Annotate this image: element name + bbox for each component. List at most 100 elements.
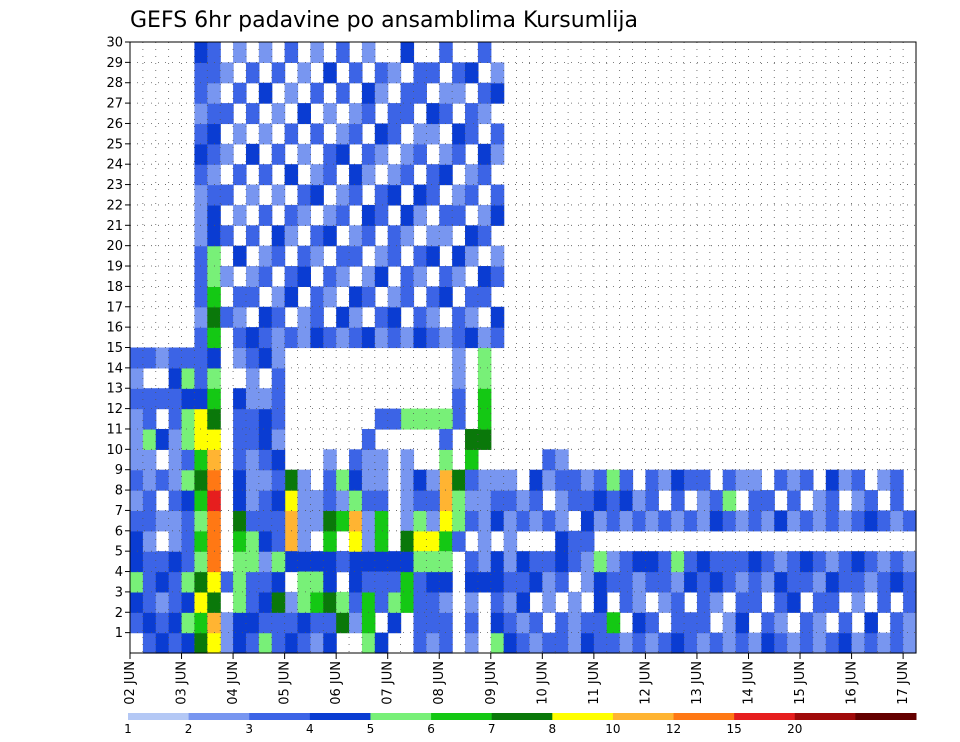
heatmap-cell <box>194 571 208 593</box>
heatmap-cell <box>516 612 531 634</box>
heatmap-cell <box>400 571 415 593</box>
heatmap-cell <box>258 42 273 63</box>
heatmap-cell <box>336 204 350 226</box>
heatmap-cell <box>297 551 311 573</box>
heatmap-cell <box>426 510 440 532</box>
heatmap-cell <box>245 612 260 634</box>
heatmap-cell <box>593 571 608 593</box>
y-tick-label: 12 <box>106 402 123 417</box>
heatmap-cell <box>361 510 376 532</box>
y-tick-label: 11 <box>106 422 123 437</box>
heatmap-cell <box>284 266 299 287</box>
heatmap-cell <box>529 571 543 593</box>
heatmap-cell <box>426 245 440 267</box>
heatmap-cell <box>761 632 775 654</box>
heatmap-cell <box>542 449 556 471</box>
legend-swatch <box>431 713 493 720</box>
heatmap-cell <box>336 245 350 267</box>
heatmap-cell <box>349 571 363 593</box>
legend-label: 1 <box>124 722 132 736</box>
heatmap-cell <box>297 510 311 532</box>
x-tick-label: 04 JUN <box>226 661 241 705</box>
heatmap-cell <box>606 571 621 593</box>
heatmap-cell <box>297 204 311 226</box>
heatmap-cell <box>233 490 247 512</box>
heatmap-cell <box>452 123 466 145</box>
legend-label: 10 <box>605 722 620 736</box>
heatmap-cell <box>709 490 724 512</box>
heatmap-cell <box>374 449 389 471</box>
heatmap-cell <box>284 632 299 654</box>
heatmap-cell <box>194 632 208 654</box>
x-tick-label: 17 JUN <box>896 661 911 705</box>
heatmap-cell <box>374 551 389 573</box>
heatmap-cell <box>477 42 492 63</box>
heatmap-cell <box>503 469 518 491</box>
heatmap-cell <box>284 510 299 532</box>
heatmap-cell <box>258 306 273 328</box>
heatmap-cell <box>361 286 376 308</box>
heatmap-cell <box>387 225 402 247</box>
heatmap-cell <box>542 551 556 573</box>
heatmap-cell <box>194 591 208 613</box>
heatmap-cell <box>439 266 453 287</box>
heatmap-cell <box>426 123 440 145</box>
heatmap-cell <box>155 612 170 634</box>
heatmap-cell <box>516 551 531 573</box>
heatmap-cell <box>361 42 376 63</box>
heatmap-cell <box>194 225 208 247</box>
heatmap-cell <box>696 591 711 613</box>
heatmap-cell <box>426 103 440 125</box>
heatmap-cell <box>233 591 247 613</box>
heatmap-cell <box>374 510 389 532</box>
heatmap-cell <box>374 184 389 206</box>
heatmap-cell <box>233 571 247 593</box>
heatmap-cell <box>503 612 518 634</box>
y-tick-label: 1 <box>115 626 123 641</box>
legend-swatch <box>249 713 311 720</box>
heatmap-cell <box>387 245 402 267</box>
y-tick-label: 2 <box>115 606 123 621</box>
heatmap-cell <box>181 449 196 471</box>
heatmap-cell <box>194 286 208 308</box>
heatmap-cell <box>580 632 595 654</box>
heatmap-cell <box>271 612 286 634</box>
heatmap-cell <box>374 469 389 491</box>
heatmap-cell <box>361 591 376 613</box>
heatmap-cell <box>207 327 221 349</box>
heatmap-cell <box>413 245 427 267</box>
heatmap-cell <box>722 571 737 593</box>
heatmap-cell <box>632 571 647 593</box>
heatmap-cell <box>207 367 221 389</box>
heatmap-cell <box>323 530 337 552</box>
heatmap-cell <box>310 286 324 308</box>
heatmap-cell <box>207 551 221 573</box>
y-tick-label: 7 <box>115 504 123 519</box>
heatmap-cell <box>684 510 698 532</box>
heatmap-cell <box>194 327 208 349</box>
heatmap-cell <box>568 469 582 491</box>
heatmap-cell <box>864 551 878 573</box>
heatmap-cell <box>593 490 608 512</box>
heatmap-cell <box>220 306 234 328</box>
heatmap-cell <box>310 164 324 186</box>
heatmap-cell <box>529 469 543 491</box>
heatmap-cell <box>413 571 427 593</box>
heatmap-cell <box>477 510 492 532</box>
heatmap-cell <box>516 490 531 512</box>
heatmap-cell <box>452 408 466 430</box>
heatmap-cell <box>606 612 621 634</box>
heatmap-cell <box>130 510 144 532</box>
heatmap-cell <box>245 449 260 471</box>
heatmap-cell <box>258 551 273 573</box>
heatmap-cell <box>452 530 466 552</box>
heatmap-cell <box>825 510 840 532</box>
heatmap-cell <box>194 184 208 206</box>
heatmap-cell <box>838 571 853 593</box>
heatmap-cell <box>722 510 737 532</box>
heatmap-cell <box>336 591 350 613</box>
heatmap-cell <box>233 327 247 349</box>
heatmap-cell <box>593 510 608 532</box>
heatmap-cell <box>387 164 402 186</box>
heatmap-cell <box>838 632 853 654</box>
